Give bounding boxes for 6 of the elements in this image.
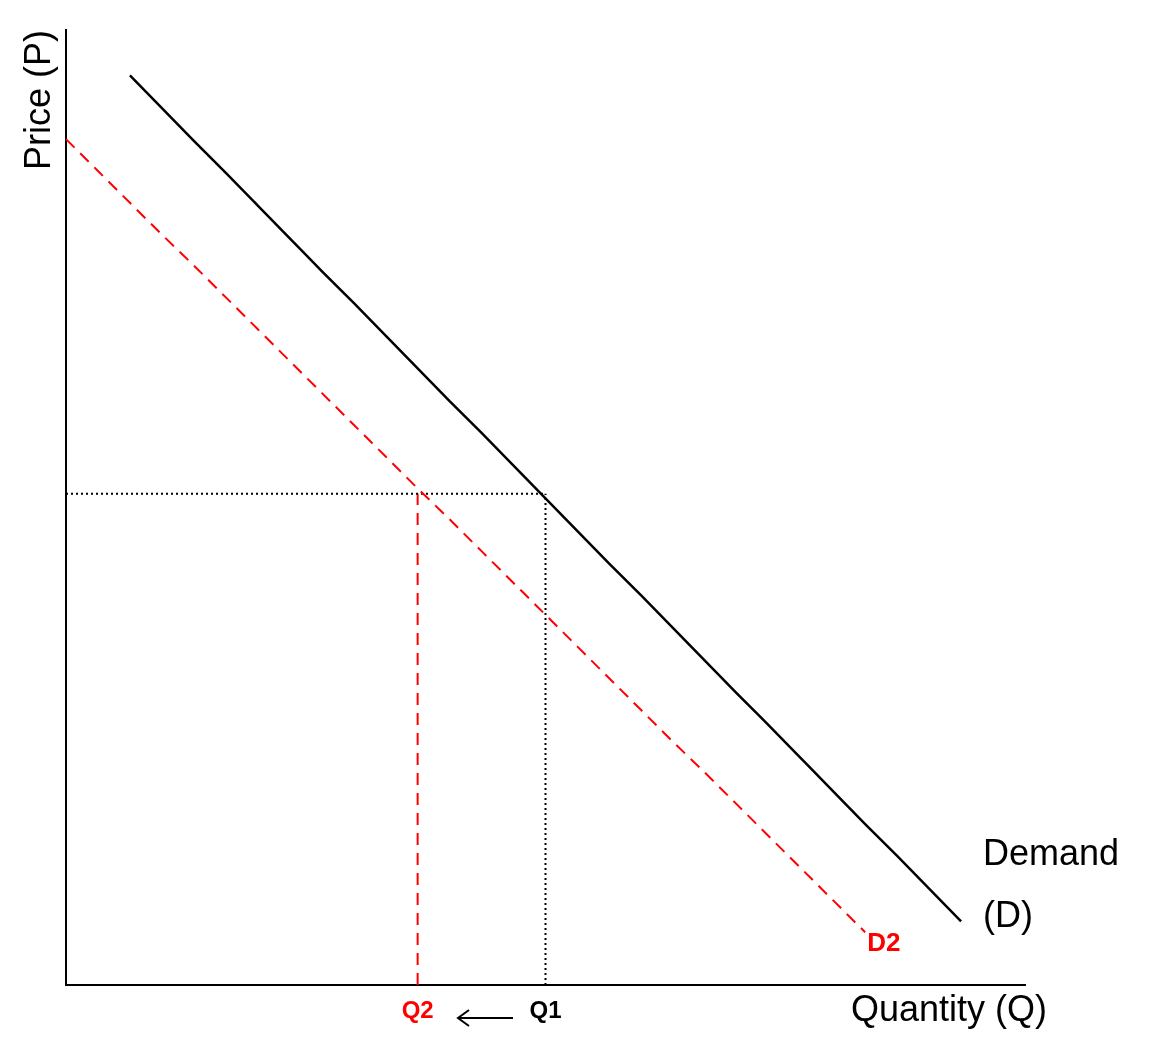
series-label: Demand (D) — [983, 832, 1120, 936]
series-label: D2 — [867, 927, 901, 958]
y-axis-title: Price (P) — [16, 29, 58, 171]
x-tick-label: Q2 — [401, 996, 434, 1024]
x-axis-title: Quantity (Q) — [850, 987, 1047, 1029]
x-tick-label: Q1 — [529, 996, 562, 1024]
